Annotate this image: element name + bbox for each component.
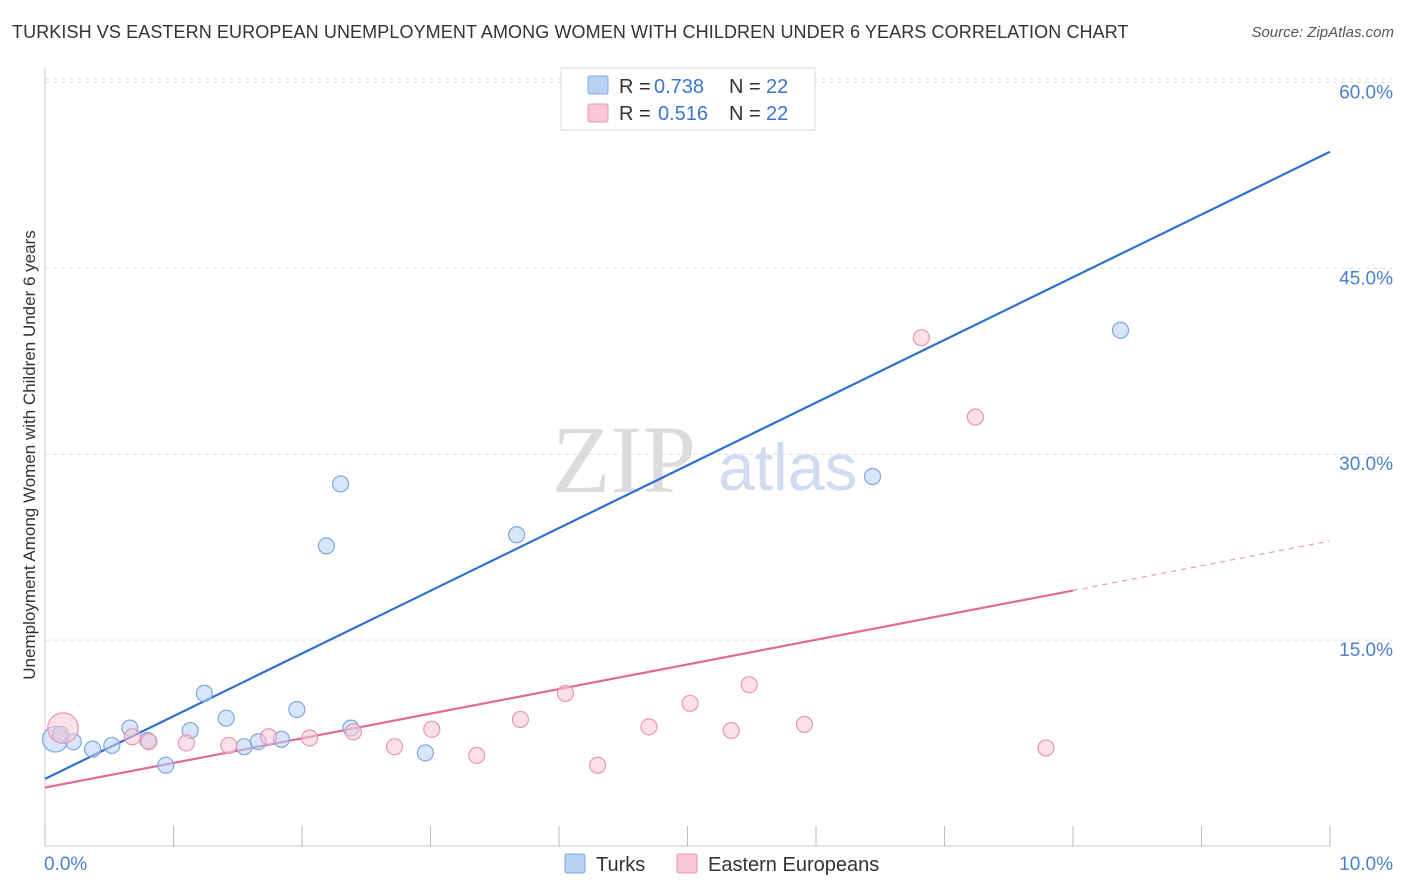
point-eastern-europeans-17	[740, 676, 758, 694]
point-eastern-europeans-20	[966, 408, 984, 426]
y-axis-label: Unemployment Among Women with Children U…	[20, 230, 39, 679]
tick-labels: 15.0% 30.0% 45.0% 60.0% 0.0% 10.0%	[44, 82, 1393, 875]
point-eastern-europeans-15	[681, 694, 699, 712]
point-turks-2	[83, 740, 102, 758]
point-eastern-europeans-6	[301, 729, 319, 747]
y-tick-label-0: 15.0%	[1339, 640, 1393, 661]
y-tick-label-2: 45.0%	[1339, 268, 1393, 289]
point-turks-6	[157, 756, 175, 774]
point-eastern-europeans-16	[722, 721, 740, 740]
series-legend: Turks Eastern Europeans	[564, 853, 879, 876]
point-eastern-europeans-13	[588, 756, 607, 774]
point-turks-17	[416, 744, 434, 762]
legend-r-label-turks: R =	[619, 76, 651, 98]
series-legend-label-turks: Turks	[596, 854, 645, 876]
trend-line-turks	[44, 150, 1331, 780]
point-eastern-europeans-8	[385, 738, 404, 756]
legend-n-label-eastern-europeans: N =	[729, 103, 761, 125]
legend-r-value-turks: 0.738	[654, 76, 704, 98]
point-eastern-europeans-9	[423, 720, 441, 738]
point-turks-13	[288, 700, 306, 719]
legend-r-value-eastern-europeans: 0.516	[658, 103, 708, 125]
point-eastern-europeans-21	[1037, 739, 1055, 757]
point-turks-20	[1111, 321, 1130, 339]
correlation-legend: R = 0.738 N = 22 R = 0.516 N = 22	[560, 67, 816, 131]
point-eastern-europeans-7	[344, 723, 362, 741]
x-tick-label-0: 0.0%	[44, 854, 87, 875]
point-turks-18	[507, 526, 526, 544]
series-legend-label-eastern-europeans: Eastern Europeans	[708, 854, 879, 876]
point-turks-15	[331, 475, 350, 493]
legend-n-value-turks: 22	[766, 76, 788, 98]
x-tick-label-1: 10.0%	[1339, 854, 1393, 875]
point-eastern-europeans-14	[640, 718, 658, 736]
chart-source: Source: ZipAtlas.com	[1251, 24, 1394, 41]
grid-lines	[45, 78, 1392, 641]
chart-title: TURKISH VS EASTERN EUROPEAN UNEMPLOYMENT…	[12, 22, 1129, 42]
legend-swatch-turks	[587, 75, 609, 95]
point-turks-8	[195, 684, 213, 702]
watermark: ZIP atlas	[552, 406, 857, 513]
legend-n-label-turks: N =	[729, 76, 761, 98]
legend-n-value-eastern-europeans: 22	[766, 103, 788, 125]
point-eastern-europeans-5	[259, 728, 278, 746]
point-eastern-europeans-4	[220, 736, 238, 755]
trend-line-eastern-europeans-extension	[1072, 540, 1331, 592]
series-legend-swatch-eastern-europeans	[676, 853, 698, 874]
point-eastern-europeans-2	[140, 733, 158, 751]
point-turks-19	[863, 467, 882, 486]
y-tick-label-1: 30.0%	[1339, 454, 1393, 475]
point-turks-9	[217, 709, 235, 727]
point-turks-3	[103, 736, 121, 755]
point-turks-14	[317, 537, 336, 555]
axes	[44, 68, 1331, 847]
point-eastern-europeans-10	[468, 746, 486, 764]
point-eastern-europeans-12	[556, 684, 575, 702]
data-points	[41, 321, 1130, 774]
legend-swatch-eastern-europeans	[587, 103, 609, 123]
watermark-atlas: atlas	[718, 430, 857, 504]
y-tick-label-3: 60.0%	[1339, 82, 1393, 103]
series-legend-swatch-turks	[564, 853, 586, 874]
point-eastern-europeans-11	[511, 710, 530, 729]
point-eastern-europeans-19	[912, 329, 930, 347]
point-eastern-europeans-0	[47, 712, 79, 744]
point-eastern-europeans-18	[795, 715, 814, 733]
point-eastern-europeans-1	[123, 728, 141, 746]
legend-r-label-eastern-europeans: R =	[619, 103, 651, 125]
point-eastern-europeans-3	[177, 734, 195, 752]
